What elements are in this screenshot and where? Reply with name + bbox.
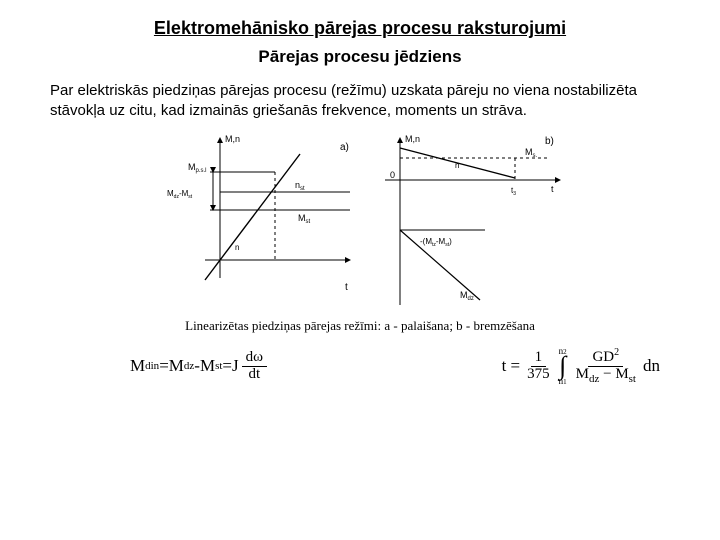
svg-text:b): b) [545, 136, 554, 147]
page-title-1: Elektromehānisko pārejas procesu rakstur… [50, 18, 670, 39]
svg-text:Ms.: Ms. [525, 147, 538, 159]
svg-text:M,n: M,n [405, 134, 420, 144]
svg-text:t: t [551, 184, 554, 194]
a-label: a) [340, 142, 349, 153]
a-yaxis-label: M,n [225, 134, 240, 144]
svg-text:Mdz: Mdz [460, 290, 474, 302]
intro-paragraph: Par elektriskās piedziņas pārejas proces… [50, 81, 670, 122]
svg-text:t: t [345, 282, 348, 293]
svg-text:Mdz-Mst: Mdz-Mst [167, 189, 193, 200]
svg-text:n: n [235, 243, 239, 252]
svg-text:Mp.s.l: Mp.s.l [188, 162, 207, 174]
page-title-2: Pārejas procesu jēdziens [50, 47, 670, 67]
svg-text:t3: t3 [511, 186, 516, 197]
equation-t: t = 1 375 n2 ∫ n1 GD2 Mdz − Mst dn [502, 348, 660, 386]
svg-text:Mst: Mst [298, 213, 311, 225]
svg-text:0: 0 [390, 170, 395, 180]
figure-caption: Linearizētas piedziņas pārejas režīmi: a… [50, 318, 670, 334]
svg-text:n: n [455, 161, 459, 170]
figure-diagrams: M,n a) Mp.s.l nst Mst Mdz-Mst [150, 130, 570, 310]
svg-text:-(Mtz-Mst): -(Mtz-Mst) [420, 237, 452, 248]
equations-row: Mdin =Mdz -Mst =J dω dt t = 1 375 n2 ∫ n… [50, 348, 670, 386]
equation-mdin: Mdin =Mdz -Mst =J dω dt [130, 350, 270, 383]
svg-text:nst: nst [295, 180, 305, 192]
